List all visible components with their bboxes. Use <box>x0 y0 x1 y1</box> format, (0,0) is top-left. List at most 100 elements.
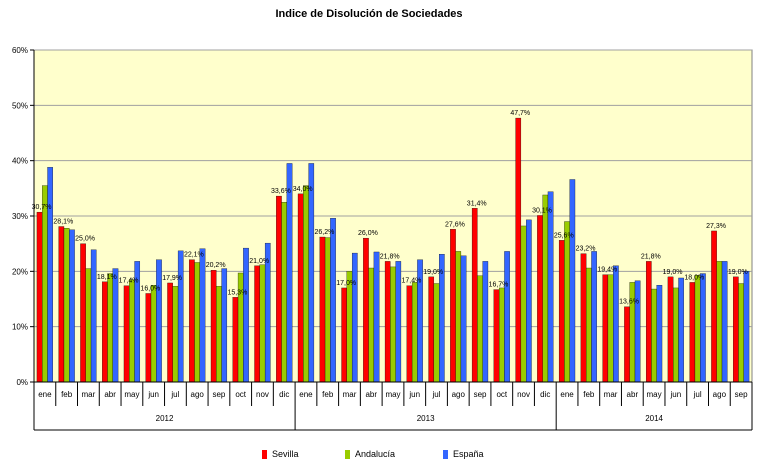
data-label: 26,2% <box>314 229 334 236</box>
bar-españa <box>569 179 576 383</box>
bar-sevilla <box>384 261 391 383</box>
bar-españa <box>156 259 162 383</box>
bar-andalucía <box>42 185 48 383</box>
bar-sevilla <box>733 276 739 383</box>
bar-andalucía <box>129 279 135 383</box>
data-labels: 30,7%28,1%25,0%18,1%17,4%16,0%17,9%22,1%… <box>32 110 748 306</box>
bar-sevilla <box>145 293 152 383</box>
data-label: 26,0% <box>358 230 378 237</box>
bar-andalucía <box>172 286 179 383</box>
bar-andalucía <box>455 251 462 383</box>
x-tick-label: jun <box>408 390 420 399</box>
x-tick-label: abr <box>365 390 377 399</box>
bar-españa <box>221 268 228 383</box>
bar-andalucía <box>738 283 744 383</box>
y-tick-label: 30% <box>12 212 28 221</box>
bar-españa <box>112 268 119 383</box>
bar-sevilla <box>319 236 326 383</box>
bar-andalucía <box>411 282 418 383</box>
bar-sevilla <box>450 229 456 383</box>
bar-sevilla <box>406 285 413 383</box>
bar-sevilla <box>102 281 108 383</box>
legend-swatch-espana <box>443 449 448 459</box>
data-label: 17,0% <box>336 280 356 287</box>
data-label: 16,7% <box>489 282 509 289</box>
bar-andalucía <box>85 268 92 383</box>
x-tick-label: mar <box>82 390 96 399</box>
y-tick-label: 0% <box>16 378 28 387</box>
legend-label-sevilla: Sevilla <box>272 449 299 459</box>
bar-sevilla <box>123 285 130 383</box>
bar-sevilla <box>276 195 282 383</box>
data-label: 19,0% <box>728 269 748 276</box>
bar-sevilla <box>341 287 347 383</box>
x-tick-label: feb <box>61 390 73 399</box>
x-tick-label: sep <box>212 390 225 399</box>
legend-label-espana: España <box>453 449 484 459</box>
bar-sevilla <box>80 243 86 383</box>
bar-españa <box>721 261 728 383</box>
bar-andalucía <box>259 264 266 383</box>
bar-andalucía <box>629 282 636 383</box>
bar-sevilla <box>36 211 43 383</box>
bar-andalucía <box>150 285 157 383</box>
bar-sevilla <box>558 240 565 383</box>
bar-españa <box>330 218 336 383</box>
x-tick-label: oct <box>235 390 246 399</box>
bar-españa <box>199 248 206 383</box>
bar-españa <box>395 261 402 383</box>
x-tick-label: ene <box>299 390 313 399</box>
data-label: 21,8% <box>641 253 661 260</box>
x-tick-label: ago <box>713 390 727 399</box>
data-label: 30,7% <box>32 204 52 211</box>
data-label: 34,0% <box>293 186 313 193</box>
bar-sevilla <box>580 253 587 383</box>
x-tick-label: abr <box>104 390 116 399</box>
data-label: 16,0% <box>140 285 160 292</box>
y-tick-label: 50% <box>12 101 28 110</box>
bar-andalucía <box>477 275 483 383</box>
bar-españa <box>482 261 489 383</box>
bar-sevilla <box>515 117 522 383</box>
x-tick-label: oct <box>496 390 507 399</box>
legend-swatch-andalucia <box>345 449 350 459</box>
bar-andalucía <box>694 275 701 383</box>
data-label: 47,7% <box>510 110 530 117</box>
x-tick-label: abr <box>627 390 639 399</box>
bar-españa <box>69 229 75 383</box>
x-tick-label: ago <box>452 390 466 399</box>
data-label: 27,6% <box>445 221 465 228</box>
bar-sevilla <box>428 276 435 383</box>
bar-sevilla <box>363 237 369 383</box>
x-tick-label: sep <box>474 390 487 399</box>
x-group-label: 2014 <box>645 414 663 423</box>
bar-andalucía <box>390 266 396 383</box>
data-label: 17,4% <box>402 278 422 285</box>
bar-andalucía <box>63 228 70 383</box>
data-label: 19,4% <box>597 267 617 274</box>
data-label: 19,0% <box>423 269 443 276</box>
bar-sevilla <box>167 282 173 383</box>
bar-andalucía <box>586 267 592 383</box>
data-label: 19,0% <box>663 269 683 276</box>
data-label: 23,2% <box>576 246 596 253</box>
x-tick-label: jun <box>670 390 682 399</box>
bar-españa <box>177 250 184 383</box>
bar-sevilla <box>189 259 195 383</box>
x-tick-label: nov <box>517 390 530 399</box>
legend: Sevilla Andalucía España <box>0 449 757 463</box>
x-tick-label: mar <box>604 390 618 399</box>
x-tick-label: may <box>385 390 400 399</box>
bar-españa <box>526 219 532 383</box>
bar-sevilla <box>667 276 674 383</box>
x-axis: ene feb mar abr may jun jul ago sep oct nov dic ene f… <box>33 381 753 431</box>
bar-andalucía <box>607 274 614 383</box>
data-label: 20,2% <box>206 262 226 269</box>
bar-españa <box>547 191 554 383</box>
bar-españa <box>47 167 53 383</box>
bar-sevilla <box>471 208 478 383</box>
bar-españa <box>700 273 706 383</box>
bar-sevilla <box>645 261 652 383</box>
data-label: 25,0% <box>75 236 95 243</box>
